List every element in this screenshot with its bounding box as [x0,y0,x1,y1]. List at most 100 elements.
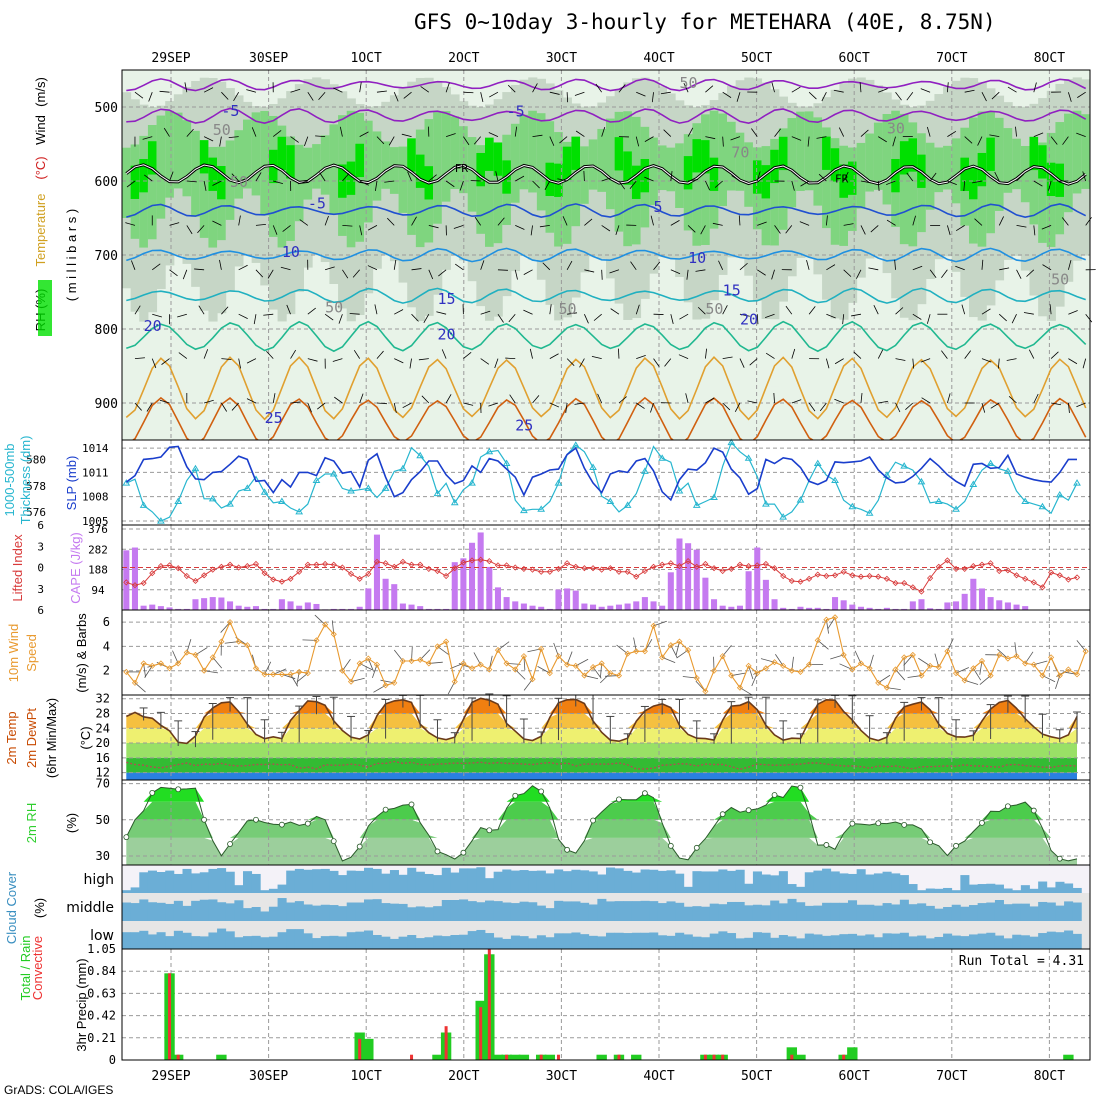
rh-point [460,849,467,856]
wind-barb [539,225,550,228]
wind-speed-point [477,661,484,668]
wind-barb [233,91,240,101]
cloud-cover-bar [848,933,858,949]
wind-barb [1062,136,1069,145]
rh-band-humid [415,129,425,248]
rh-band-saturated [208,157,218,191]
wind-barb [186,180,197,183]
cloud-cover-bar [899,875,909,893]
cloud-cover-bar [640,869,650,893]
wind-barb [610,308,620,315]
wind-barb [197,225,205,234]
thickness-point [450,498,459,506]
wind-barb [999,267,1010,271]
wind-speed-point [1022,660,1029,667]
cloud-cover-bar [822,868,832,893]
wind-speed-point [780,662,787,669]
wind-barb [791,86,801,93]
rh-point [953,842,959,849]
cloud-cover-bar [787,898,797,921]
thickness-point [917,477,926,485]
thickness-point [537,505,546,512]
wind-barb [264,661,272,675]
wind-barb [376,402,387,405]
wind-speed-point [244,642,251,649]
rh-band-saturated [476,152,486,187]
wind-barb [808,91,817,100]
rh-band-humid [320,135,330,195]
cape-bar [745,571,752,610]
rh-band-dry [848,394,858,440]
cloud-cover-bar [182,905,192,921]
rh-band-humid [597,128,607,192]
rh-band-dry [191,344,201,440]
wind-barb [807,136,810,147]
wind-barb [963,180,966,191]
cloud-cover-bar [597,874,607,893]
rh-band-humid [804,111,814,191]
cloud-cover-bar [415,906,425,921]
li-point [970,563,977,570]
wind-speed-point [909,651,916,658]
wind-speed-point [486,666,493,673]
rh-band-dry [139,380,149,440]
wind-barb [228,136,239,139]
wind-barb [1026,269,1035,277]
rh-band-humid [191,130,201,217]
wind-barb [853,351,862,359]
cloud-cover-bar [173,900,183,921]
cape-bar [918,599,925,610]
cloud-cover-bar [485,900,495,921]
rh-band-humid [389,147,400,194]
li-point [987,560,994,567]
li-point [909,584,916,591]
wind-speed-point [356,660,363,667]
rh-point [745,807,752,814]
thickness-units-label: Thickness (dm) [18,436,33,525]
cloud-cover-bar [130,903,140,921]
wind-barb [599,672,611,684]
rh-point [227,841,233,847]
cloud-cover-bar [217,868,227,893]
cloud-cover-bar [588,904,598,921]
wind-speed-point [633,648,640,655]
precip-total-bar [596,1054,607,1060]
wind-barb [635,136,640,147]
wind-barb [473,136,481,145]
wind-barb [1082,358,1087,369]
cloud-cover-bar [1072,933,1082,949]
x-tick-label-bottom: 8OCT [1034,1069,1065,1084]
cloud-cover-bar [182,868,192,893]
cloud-cover-bar [147,902,157,921]
wind-barb [315,135,326,137]
cloud-cover-bar [744,905,754,921]
rh-band-dry [493,389,503,440]
rh-band-saturated [554,163,564,197]
wind-barb [131,260,136,270]
wind-barb [686,269,689,280]
cloud-cover-bar [588,935,598,949]
wind-barb [221,91,229,100]
rh-band-humid [234,130,244,199]
cloud-cover-bar [476,902,486,921]
wind-barb [575,658,589,667]
thickness-point [278,497,286,504]
rh-point [1030,807,1037,814]
wind-barb [1050,136,1058,145]
cape-bar [572,590,579,610]
cape-bar [953,601,960,610]
x-tick-label-bottom: 2OCT [448,1069,479,1084]
cloud-cover-bar [649,932,659,949]
cloud-cover-bar [675,873,685,893]
rh-point [175,786,182,793]
cloud-cover-bar [925,905,935,921]
li-point [244,563,251,570]
rh-band-dry [934,388,944,440]
cloud-cover-bar [787,936,797,949]
wind-barb [636,354,646,359]
wind-barb [374,304,378,315]
wind-barb [566,358,575,366]
wind-speed-point [252,665,260,672]
wind-barb [734,402,741,413]
